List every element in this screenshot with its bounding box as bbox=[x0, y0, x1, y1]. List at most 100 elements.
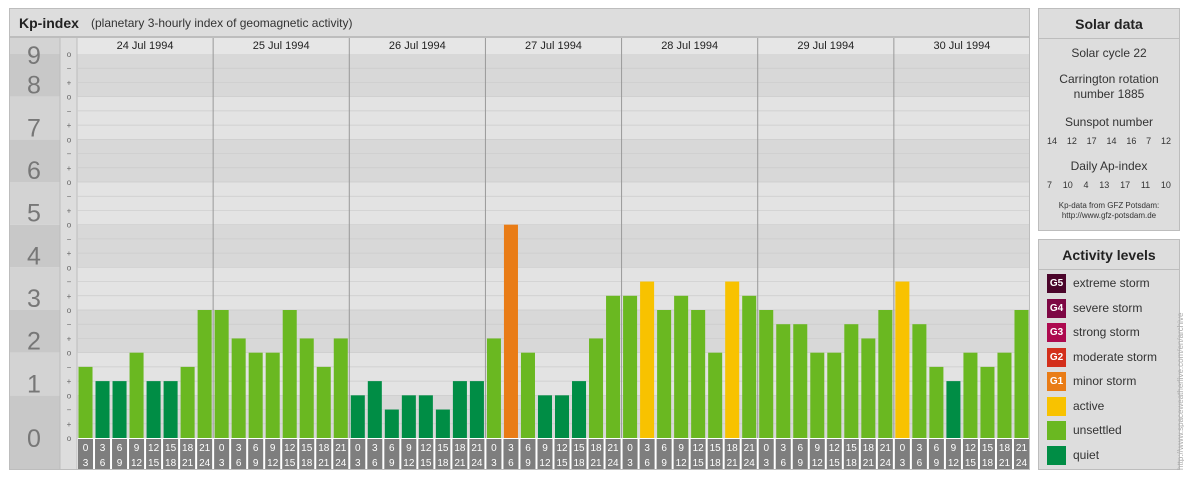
chart-subtitle: (planetary 3-hourly index of geomagnetic… bbox=[91, 16, 353, 30]
kp-bar bbox=[265, 352, 280, 438]
hour-box bbox=[180, 439, 196, 470]
activity-level-extreme-storm: G5 extreme storm bbox=[1047, 274, 1177, 294]
kp-bar bbox=[486, 338, 501, 438]
kp-bar bbox=[674, 295, 689, 438]
hour-box bbox=[945, 439, 961, 470]
sub-tick-label: + bbox=[67, 164, 72, 173]
hour-box bbox=[1013, 439, 1029, 470]
activity-level-swatch bbox=[1047, 445, 1066, 465]
kp-label-band bbox=[9, 395, 60, 470]
hour-start-label: 3 bbox=[780, 443, 786, 454]
solar-data-panel: Solar data Solar cycle 22 Carrington rot… bbox=[1038, 8, 1180, 231]
hour-box bbox=[588, 439, 604, 470]
kp-label-band bbox=[9, 224, 60, 268]
hour-start-label: 3 bbox=[508, 443, 514, 454]
hour-box bbox=[639, 439, 655, 470]
hour-end-label: 9 bbox=[661, 458, 667, 469]
hour-start-label: 21 bbox=[880, 443, 892, 454]
kp-bar bbox=[912, 324, 927, 438]
activity-level-moderate-storm: G2 moderate storm bbox=[1047, 347, 1177, 368]
sub-tick-label: + bbox=[67, 334, 72, 343]
sub-tick-label: + bbox=[67, 377, 72, 386]
hour-end-label: 24 bbox=[471, 458, 483, 469]
hour-start-label: 21 bbox=[744, 443, 756, 454]
hour-end-label: 21 bbox=[318, 458, 330, 469]
plot-band bbox=[77, 224, 1030, 268]
activity-level-label: unsettled bbox=[1073, 423, 1122, 437]
hour-start-label: 3 bbox=[236, 443, 242, 454]
hour-box bbox=[809, 439, 825, 470]
hour-start-label: 3 bbox=[917, 443, 923, 454]
sub-tick-label: o bbox=[67, 50, 72, 59]
hour-end-label: 18 bbox=[301, 458, 313, 469]
date-label: 25 Jul 1994 bbox=[253, 40, 310, 52]
hour-start-label: 21 bbox=[608, 443, 620, 454]
hour-end-label: 15 bbox=[420, 458, 432, 469]
hour-start-label: 0 bbox=[83, 443, 89, 454]
kp-bar bbox=[282, 310, 297, 438]
hour-start-label: 9 bbox=[678, 443, 684, 454]
hour-end-label: 18 bbox=[437, 458, 449, 469]
activity-level-swatch bbox=[1047, 421, 1066, 440]
hour-box bbox=[656, 439, 672, 470]
hour-start-label: 15 bbox=[982, 443, 994, 454]
hour-box bbox=[911, 439, 927, 470]
chart-title: Kp-index bbox=[19, 15, 79, 31]
activity-level-label: extreme storm bbox=[1073, 276, 1150, 290]
hour-end-label: 15 bbox=[693, 458, 705, 469]
kp-label: 6 bbox=[27, 157, 41, 185]
hour-start-label: 6 bbox=[525, 443, 531, 454]
hour-start-label: 18 bbox=[182, 443, 194, 454]
activity-level-label: active bbox=[1073, 398, 1105, 413]
hour-start-label: 21 bbox=[199, 443, 211, 454]
hour-end-label: 24 bbox=[335, 458, 347, 469]
kp-bar bbox=[384, 409, 399, 438]
hour-box bbox=[503, 439, 519, 470]
activity-level-label: severe storm bbox=[1073, 300, 1143, 315]
kp-bar bbox=[742, 295, 757, 438]
sub-tick-label: + bbox=[67, 420, 72, 429]
kp-bar bbox=[980, 366, 995, 438]
activity-level-severe-storm: G4 severe storm bbox=[1047, 298, 1177, 319]
hour-end-label: 24 bbox=[608, 458, 620, 469]
hour-start-label: 12 bbox=[284, 443, 296, 454]
hour-start-label: 21 bbox=[335, 443, 347, 454]
kp-bar bbox=[129, 352, 144, 438]
hour-start-label: 21 bbox=[1016, 443, 1028, 454]
hour-box bbox=[996, 439, 1012, 470]
sunspot-value: 12 bbox=[1066, 136, 1077, 146]
activity-level-swatch: G1 bbox=[1047, 372, 1066, 391]
kp-label: 1 bbox=[27, 370, 41, 398]
hour-start-label: 12 bbox=[693, 443, 705, 454]
hour-end-label: 9 bbox=[525, 458, 531, 469]
ap-value: 10 bbox=[1062, 180, 1073, 190]
hour-start-label: 12 bbox=[556, 443, 568, 454]
hour-box bbox=[979, 439, 995, 470]
kp-bar bbox=[537, 395, 552, 438]
hour-box bbox=[792, 439, 808, 470]
hour-box bbox=[265, 439, 281, 470]
hour-end-label: 24 bbox=[744, 458, 756, 469]
hour-box bbox=[775, 439, 791, 470]
hour-end-label: 6 bbox=[236, 458, 242, 469]
sub-tick-label: o bbox=[67, 221, 72, 230]
sub-tick-label: − bbox=[67, 150, 72, 159]
hour-start-label: 18 bbox=[454, 443, 466, 454]
hour-end-label: 18 bbox=[165, 458, 177, 469]
hour-box bbox=[622, 439, 638, 470]
sub-tick-label: − bbox=[67, 278, 72, 287]
kp-bar bbox=[418, 395, 433, 438]
hour-box bbox=[724, 439, 740, 470]
hour-start-label: 0 bbox=[355, 443, 361, 454]
kp-bar bbox=[606, 295, 621, 438]
hour-box bbox=[197, 439, 213, 470]
hour-end-label: 9 bbox=[117, 458, 123, 469]
kp-label: 4 bbox=[27, 242, 41, 270]
hour-box bbox=[520, 439, 536, 470]
hour-end-label: 12 bbox=[539, 458, 551, 469]
hour-box bbox=[231, 439, 247, 470]
hour-start-label: 18 bbox=[318, 443, 330, 454]
credit-line-2[interactable]: http://www.gfz-potsdam.de bbox=[1061, 211, 1157, 220]
hour-start-label: 18 bbox=[590, 443, 602, 454]
hour-end-label: 12 bbox=[676, 458, 688, 469]
